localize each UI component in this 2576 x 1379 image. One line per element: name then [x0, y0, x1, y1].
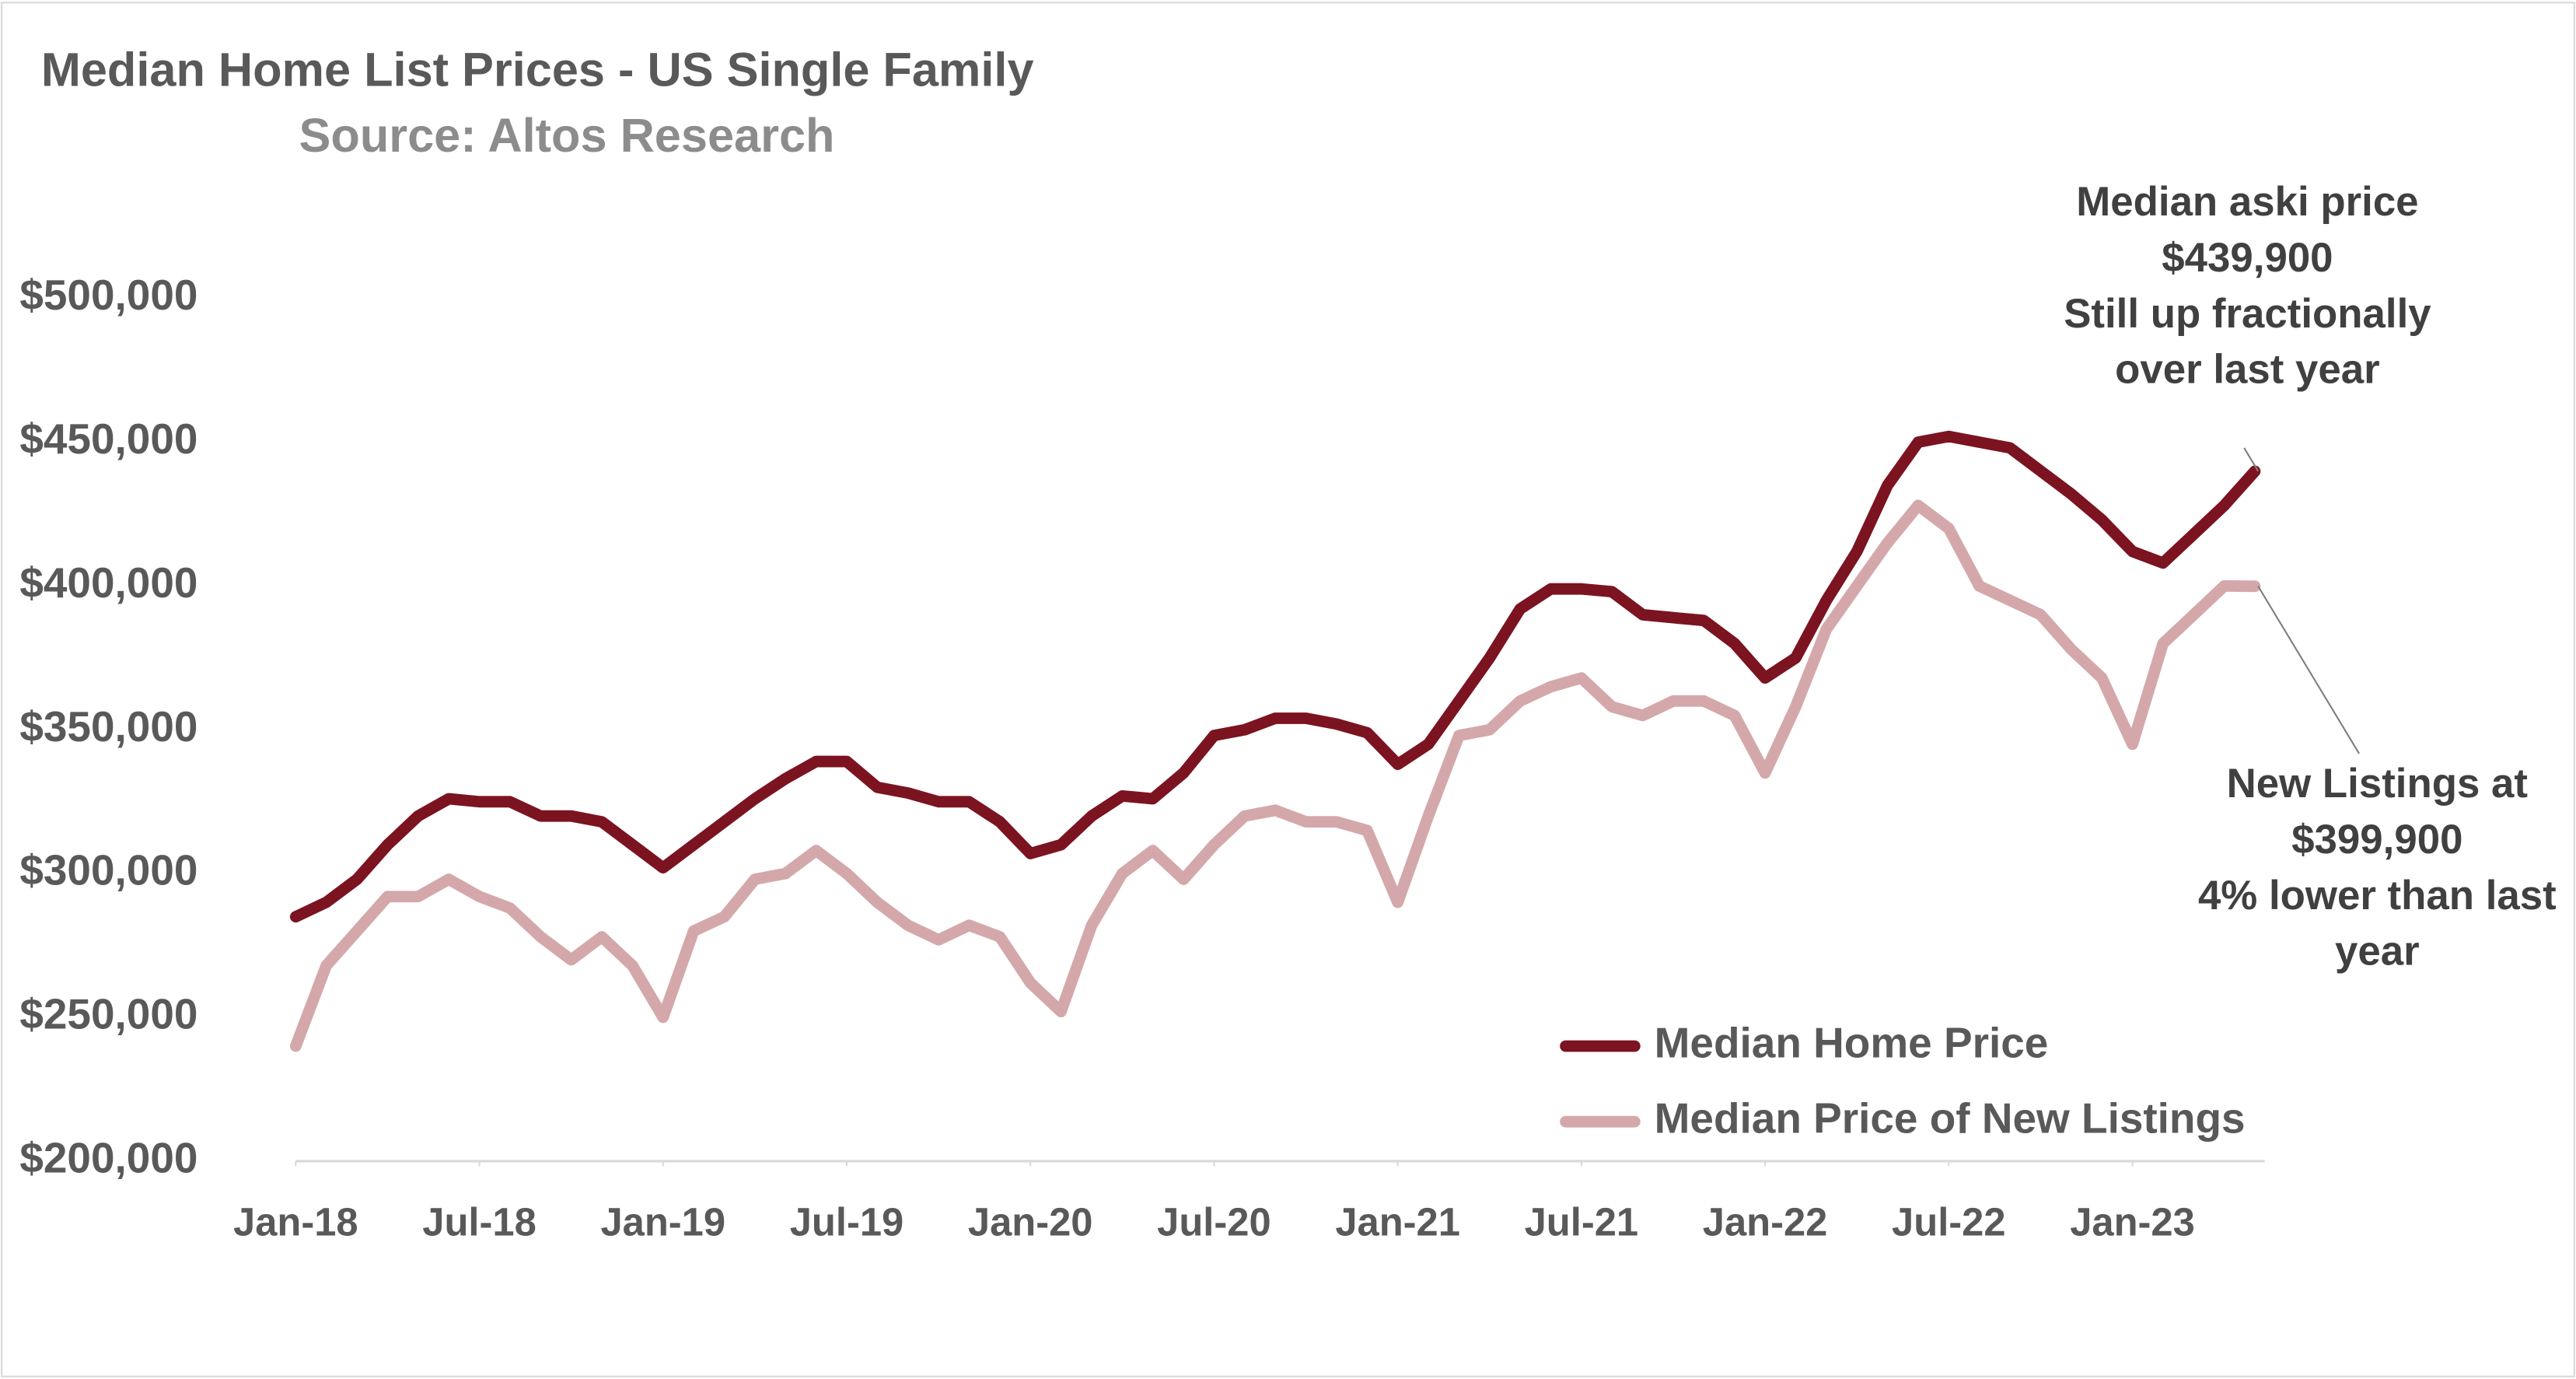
x-tick-label: Jan-23 — [2070, 1200, 2195, 1244]
y-tick-label: $300,000 — [19, 846, 197, 894]
annotation: over last year — [2115, 347, 2380, 393]
annotation: New Listings at — [2227, 761, 2528, 807]
annotation: $399,900 — [2291, 817, 2462, 863]
x-tick-label: Jul-18 — [422, 1200, 537, 1244]
x-tick-label: Jan-18 — [233, 1200, 358, 1244]
annotation: Median aski price — [2076, 179, 2418, 225]
x-tick-label: Jan-19 — [600, 1200, 725, 1244]
y-tick-label: $500,000 — [19, 271, 197, 319]
annotation-leader — [2243, 447, 2260, 472]
y-tick-label: $200,000 — [19, 1133, 197, 1181]
annotation-leader — [2257, 586, 2361, 754]
x-tick-label: Jul-21 — [1525, 1200, 1639, 1244]
chart-title: Median Home List Prices - US Single Fami… — [41, 43, 1034, 96]
x-tick-label: Jul-20 — [1157, 1200, 1271, 1244]
series-line — [289, 499, 2261, 1052]
annotation: 4% lower than last — [2198, 873, 2557, 919]
x-tick-label: Jul-19 — [790, 1200, 904, 1244]
x-tick-label: Jul-22 — [1892, 1200, 2006, 1244]
y-tick-label: $450,000 — [19, 415, 197, 463]
annotation: Still up fractionally — [2064, 291, 2431, 337]
y-tick-label: $250,000 — [19, 990, 197, 1038]
y-tick-label: $350,000 — [19, 702, 197, 751]
series-line — [289, 430, 2261, 923]
legend-label: Median Price of New Listings — [1655, 1094, 2246, 1143]
y-tick-label: $400,000 — [19, 558, 197, 607]
x-tick-label: Jan-20 — [968, 1200, 1093, 1244]
annotation: $439,900 — [2162, 235, 2333, 281]
annotation: year — [2335, 929, 2420, 975]
legend-label: Median Home Price — [1655, 1019, 2049, 1067]
chart-subtitle: Source: Altos Research — [299, 109, 835, 162]
x-tick-label: Jan-21 — [1335, 1200, 1460, 1244]
x-tick-label: Jan-22 — [1703, 1200, 1828, 1244]
